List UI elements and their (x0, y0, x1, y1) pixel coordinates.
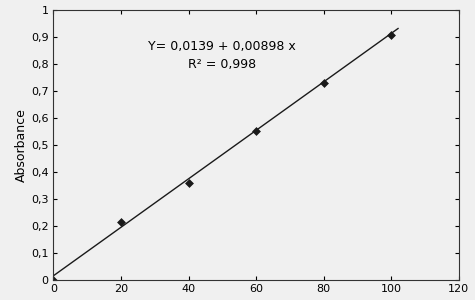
Y-axis label: Absorbance: Absorbance (15, 108, 28, 182)
Point (388, 32, 395, 37)
Point (185, 180, 192, 185)
Point (320, 81, 327, 85)
Point (252, 128, 260, 133)
Point (49, 277, 57, 282)
Text: Y= 0,0139 + 0,00898 x
R² = 0,998: Y= 0,0139 + 0,00898 x R² = 0,998 (148, 40, 296, 71)
Point (117, 219, 125, 224)
